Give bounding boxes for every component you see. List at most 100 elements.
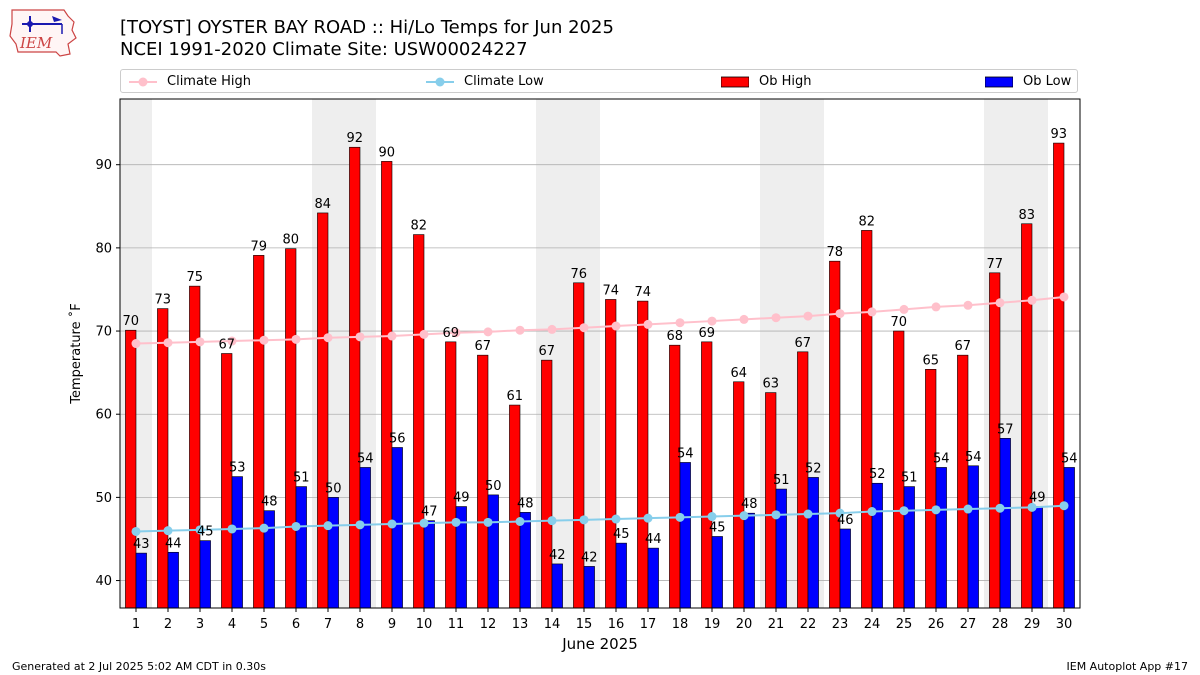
ob-high-label-23: 78 — [826, 245, 843, 260]
ob-high-bar-1 — [125, 329, 137, 609]
ob-high-bar-16 — [605, 299, 617, 609]
climate-high-point-24 — [867, 307, 877, 317]
ob-low-label-23: 46 — [837, 513, 854, 528]
ob-low-label-4: 53 — [229, 461, 246, 476]
climate-low-point-24 — [867, 507, 877, 517]
ob-low-bar-24 — [871, 482, 883, 609]
ob-high-label-8: 92 — [346, 131, 363, 146]
ob-low-label-1: 43 — [133, 537, 150, 552]
climate-low-point-11 — [451, 517, 461, 527]
legend-ob-low-label: Ob Low — [1023, 74, 1072, 89]
ob-high-bar-22 — [797, 351, 809, 609]
x-tick-label-2: 2 — [164, 617, 172, 632]
legend-climate-high: Climate High — [129, 74, 251, 89]
ob-high-label-3: 75 — [186, 270, 203, 285]
bars — [125, 142, 1075, 609]
ob-low-bar-18 — [679, 462, 691, 609]
climate-high-point-22 — [803, 311, 813, 321]
ob-low-bar-6 — [295, 486, 307, 609]
x-tick-label-12: 12 — [480, 617, 497, 632]
climate-low-point-27 — [963, 504, 973, 514]
legend-ob-high-label: Ob High — [759, 74, 812, 89]
climate-low-point-3 — [195, 525, 205, 535]
climate-high-point-27 — [963, 300, 973, 310]
ob-low-label-5: 48 — [261, 495, 278, 510]
app-credit: IEM Autoplot App #17 — [1066, 660, 1189, 673]
ob-low-bar-4 — [231, 476, 243, 609]
ob-high-bar-4 — [221, 353, 233, 609]
ob-high-bar-19 — [701, 341, 713, 609]
ob-high-label-28: 77 — [986, 257, 1003, 272]
climate-high-swatch — [129, 77, 157, 86]
ob-high-bar-29 — [1021, 223, 1033, 609]
climate-low-point-30 — [1059, 501, 1069, 511]
climate-high-point-20 — [739, 314, 749, 324]
x-tick-label-21: 21 — [768, 617, 785, 632]
x-tick-label-7: 7 — [324, 617, 332, 632]
ob-low-label-13: 48 — [517, 496, 534, 511]
ob-low-bar-3 — [199, 540, 211, 609]
climate-low-point-14 — [547, 516, 557, 526]
x-tick-label-6: 6 — [292, 617, 300, 632]
x-tick-label-23: 23 — [832, 617, 849, 632]
ob-high-bar-20 — [733, 381, 745, 609]
grid-lines — [120, 164, 1080, 581]
ob-high-label-14: 67 — [538, 344, 555, 359]
climate-low-point-21 — [771, 510, 781, 520]
x-tick-label-25: 25 — [896, 617, 913, 632]
climate-low-point-13 — [515, 517, 525, 527]
ob-low-bar-22 — [807, 477, 819, 609]
ob-low-label-9: 56 — [389, 431, 406, 446]
ob-high-label-24: 82 — [858, 214, 875, 229]
ob-high-bar-10 — [413, 234, 425, 609]
ob-high-bar-27 — [957, 354, 969, 609]
climate-high-point-17 — [643, 319, 653, 329]
x-tick-label-1: 1 — [132, 617, 140, 632]
climate-high-point-29 — [1027, 295, 1037, 305]
ob-high-label-15: 76 — [570, 267, 587, 282]
climate-low-point-6 — [291, 521, 301, 531]
ob-high-bar-11 — [445, 341, 457, 609]
ob-high-bar-3 — [189, 285, 201, 609]
climate-high-point-28 — [995, 298, 1005, 308]
climate-high-point-11 — [451, 328, 461, 338]
x-tick-label-5: 5 — [260, 617, 268, 632]
climate-low-point-1 — [131, 526, 141, 536]
generated-timestamp: Generated at 2 Jul 2025 5:02 AM CDT in 0… — [12, 660, 266, 673]
legend-climate-low: Climate Low — [426, 74, 544, 89]
climate-high-point-23 — [835, 309, 845, 319]
climate-high-point-14 — [547, 324, 557, 334]
y-tick-label-40: 40 — [95, 574, 112, 589]
y-tick-label-90: 90 — [95, 158, 112, 173]
x-tick-label-29: 29 — [1024, 617, 1041, 632]
ob-low-bar-13 — [519, 512, 531, 609]
ob-low-bar-1 — [135, 552, 147, 609]
ob-low-bar-10 — [423, 520, 435, 609]
x-tick-label-28: 28 — [992, 617, 1009, 632]
x-tick-label-15: 15 — [576, 617, 593, 632]
climate-low-point-4 — [227, 524, 237, 534]
climate-high-point-25 — [899, 304, 909, 314]
climate-low-point-22 — [803, 509, 813, 519]
climate-high-point-12 — [483, 327, 493, 337]
ob-low-label-21: 51 — [773, 473, 790, 488]
ob-high-bar-14 — [541, 359, 553, 609]
climate-low-point-8 — [355, 520, 365, 530]
ob-low-label-17: 44 — [645, 532, 662, 547]
climate-low-point-16 — [611, 514, 621, 524]
ob-high-bar-28 — [989, 272, 1001, 609]
ob-low-label-2: 44 — [165, 536, 182, 551]
ob-low-bar-29 — [1031, 506, 1043, 609]
ob-low-label-3: 45 — [197, 525, 214, 540]
climate-low-point-18 — [675, 512, 685, 522]
climate-low-point-5 — [259, 523, 269, 533]
ob-high-label-20: 64 — [730, 366, 747, 381]
climate-high-point-30 — [1059, 292, 1069, 302]
chart-title: [TOYST] OYSTER BAY ROAD :: Hi/Lo Temps f… — [120, 17, 614, 38]
chart-subtitle: NCEI 1991-2020 Climate Site: USW00024227 — [120, 39, 528, 60]
ob-low-bar-12 — [487, 494, 499, 609]
ob-low-bar-20 — [743, 512, 755, 609]
ob-high-bar-9 — [381, 161, 393, 609]
